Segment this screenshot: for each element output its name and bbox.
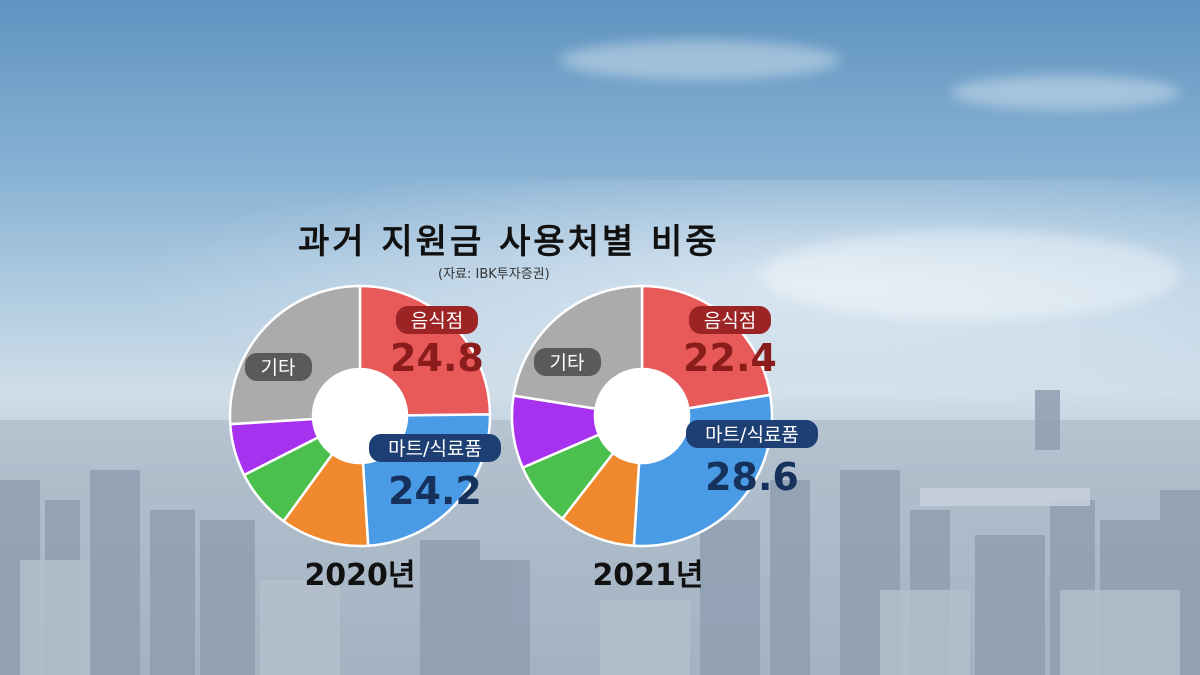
label-mart-text: 마트/식료품 <box>705 424 799 446</box>
year-label-2021: 2021년 <box>592 558 703 593</box>
slice-other-2021 <box>512 284 644 411</box>
source-note: (자료: IBK투자증권) <box>438 267 550 282</box>
cloud <box>760 230 1180 320</box>
label-other-2020: 기타 <box>245 353 312 381</box>
label-mart-pill <box>686 420 818 448</box>
year-label-2020: 2020년 <box>304 558 415 593</box>
label-restaurant-2020: 음식점 24.8 <box>390 306 484 380</box>
label-other-text: 기타 <box>261 357 296 379</box>
cloud <box>950 75 1180 110</box>
value-mart-2021: 28.6 <box>705 455 799 499</box>
label-restaurant-pill <box>689 306 771 334</box>
value-mart-2020: 24.2 <box>388 469 482 513</box>
label-restaurant-text: 음식점 <box>411 310 463 332</box>
label-mart-pill <box>369 434 501 462</box>
label-restaurant-pill <box>396 306 478 334</box>
label-mart-2021: 마트/식료품 28.6 <box>686 420 818 499</box>
label-other-pill <box>534 348 601 376</box>
value-restaurant-2021: 22.4 <box>683 336 777 380</box>
label-mart-text: 마트/식료품 <box>388 438 482 460</box>
label-restaurant-text: 음식점 <box>704 310 756 332</box>
label-other-text: 기타 <box>550 352 585 374</box>
label-other-pill <box>245 353 312 381</box>
value-restaurant-2020: 24.8 <box>390 336 484 380</box>
label-other-2021: 기타 <box>534 348 601 376</box>
label-mart-2020: 마트/식료품 24.2 <box>369 434 501 513</box>
label-restaurant-2021: 음식점 22.4 <box>683 306 777 380</box>
donut-hole <box>596 370 688 462</box>
cloud <box>560 40 840 80</box>
slice-restaurant-2021 <box>640 284 772 410</box>
slice-restaurant-2020 <box>358 284 492 417</box>
chart-title: 과거 지원금 사용처별 비중 <box>298 222 720 262</box>
